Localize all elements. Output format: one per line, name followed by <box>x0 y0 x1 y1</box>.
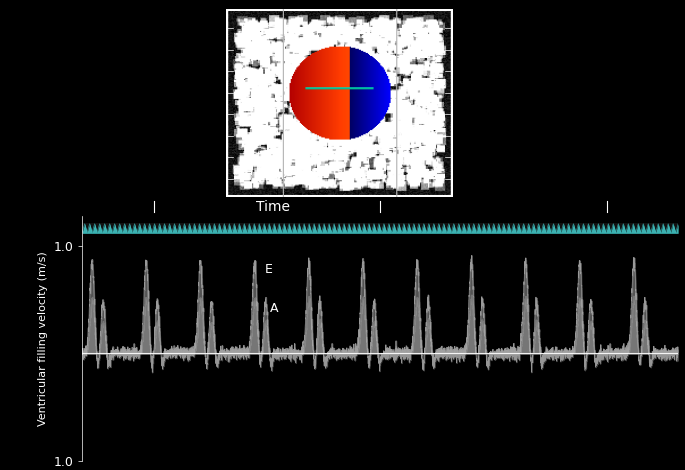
Text: A: A <box>271 302 279 315</box>
Bar <box>82 223 678 233</box>
Text: E: E <box>265 263 273 276</box>
Y-axis label: Ventricular filling velocity (m/s): Ventricular filling velocity (m/s) <box>38 251 48 426</box>
Text: Time: Time <box>256 200 290 214</box>
